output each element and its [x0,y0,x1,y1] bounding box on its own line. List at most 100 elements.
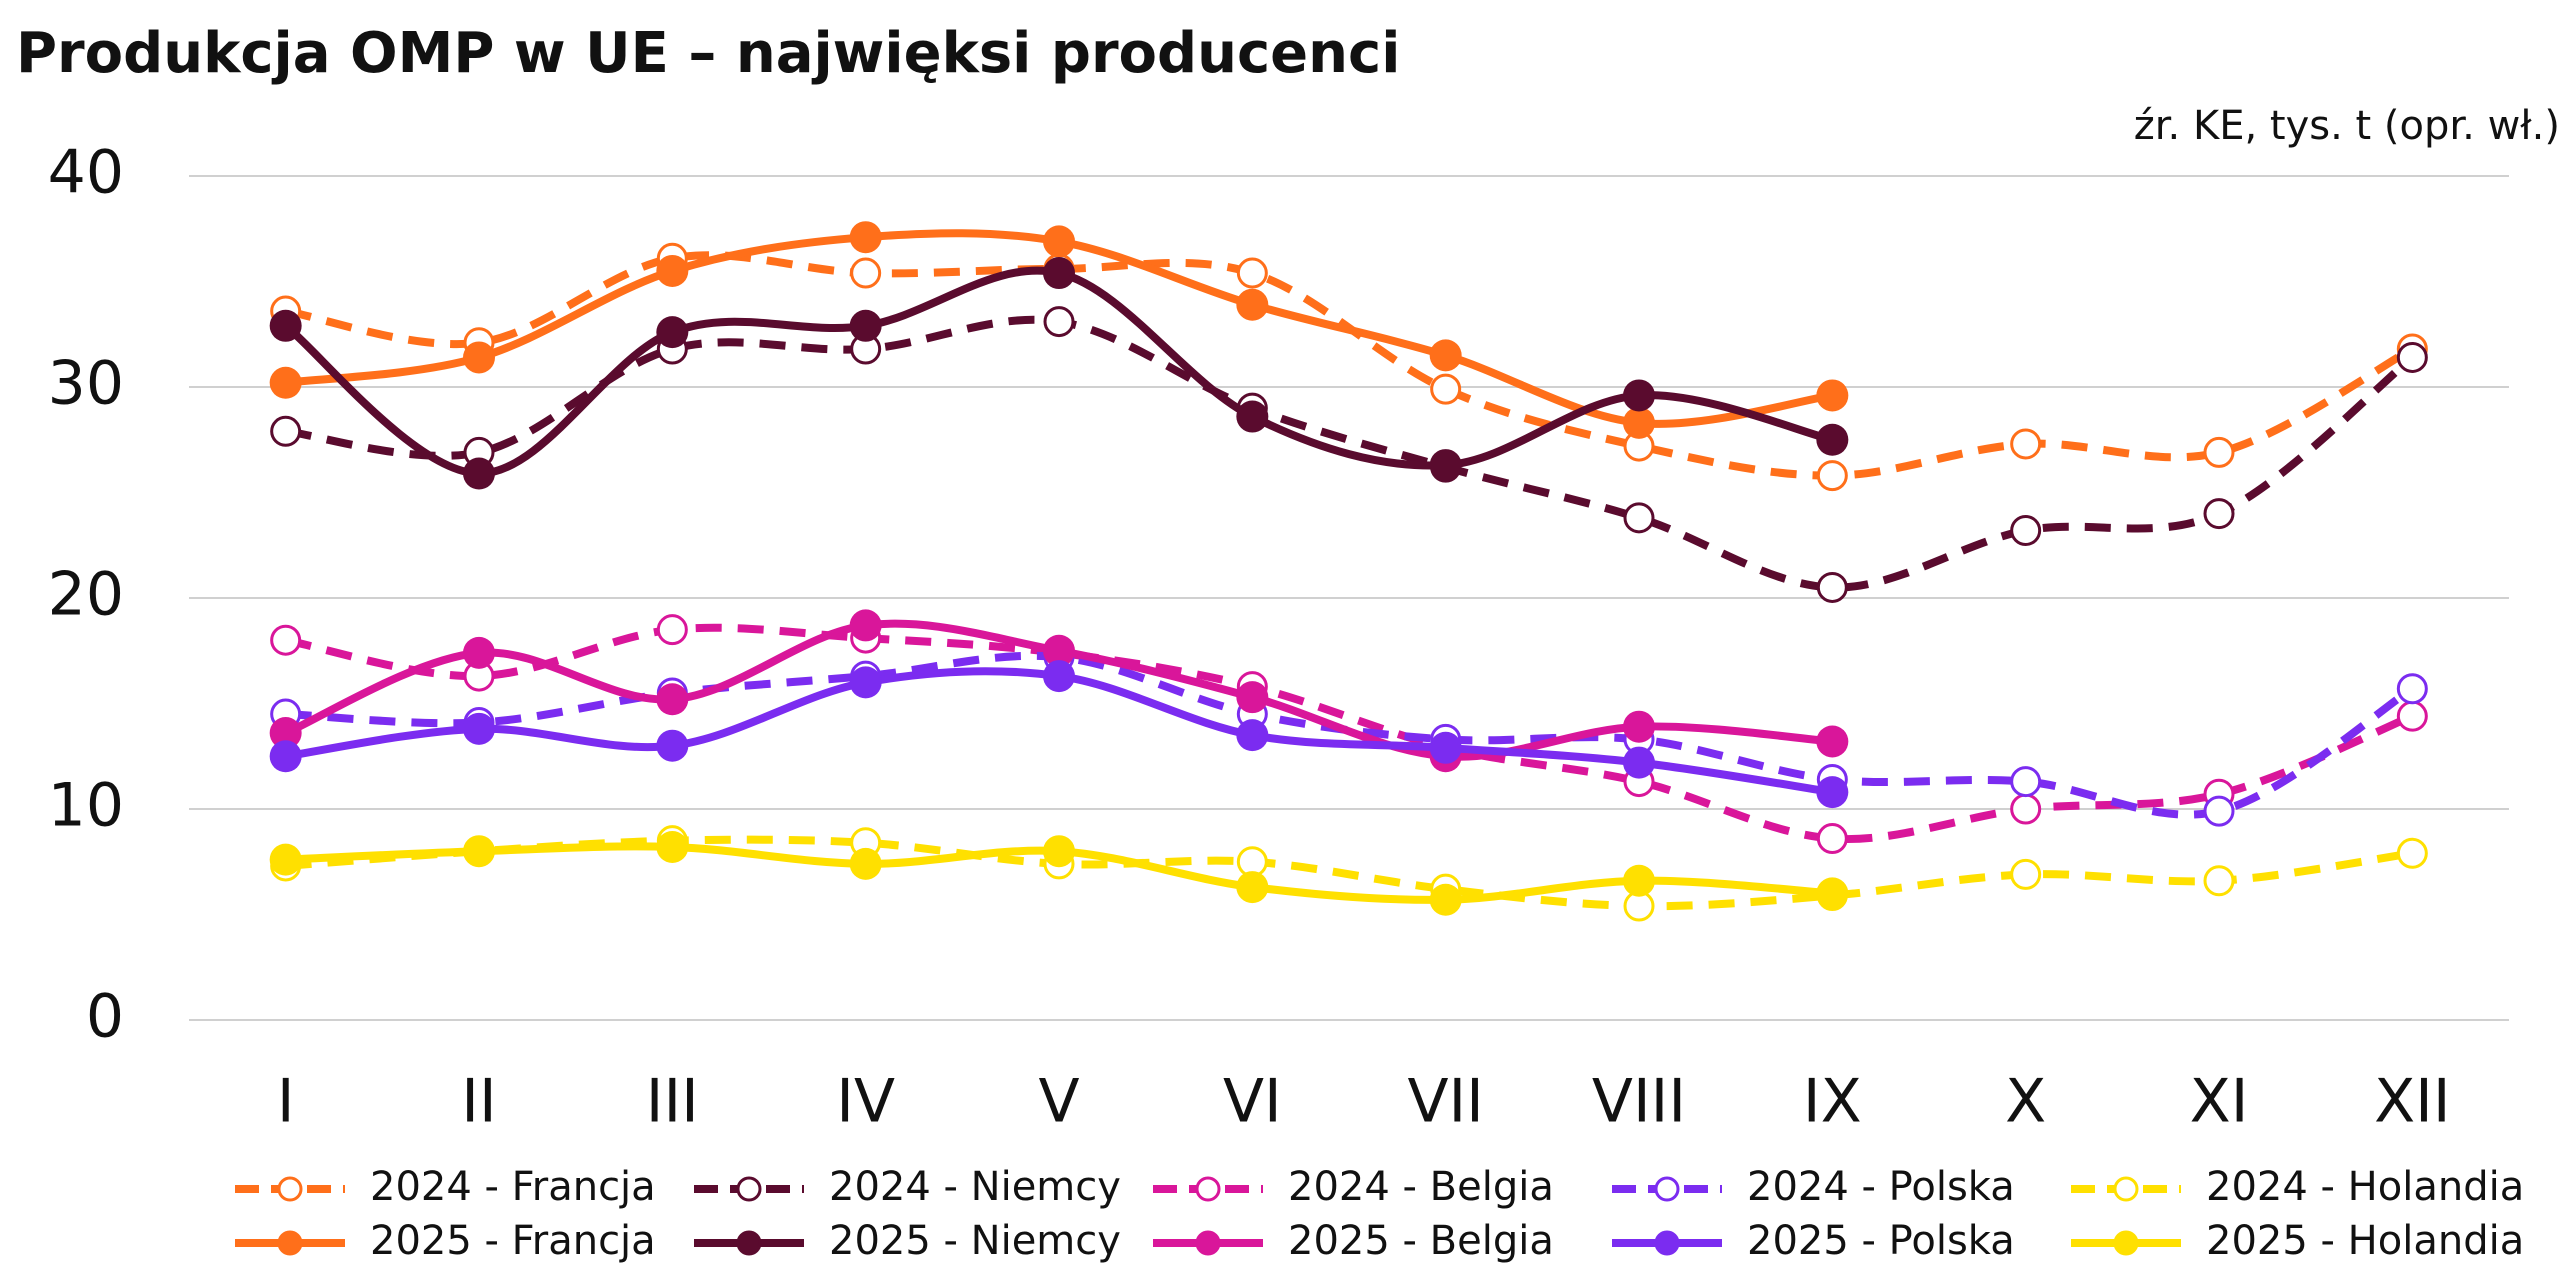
data-point [1623,406,1655,439]
data-point [1043,257,1075,290]
x-tick-label: VII [1407,1067,1483,1137]
chart-subtitle: źr. KE, tys. t (opr. wł.) [2134,103,2560,149]
legend-marker [277,1176,303,1202]
legend-label: 2024 - Belgia [1288,1164,1554,1210]
data-point [656,254,689,287]
series-line [285,835,2413,911]
series-line [284,251,2415,480]
series-line [283,266,1834,478]
legend-marker [1195,1230,1221,1256]
data-point [1816,379,1849,412]
data-point [2396,837,2428,869]
data-point [463,835,495,868]
y-tick-label: 30 [48,349,124,419]
data-point [2396,341,2428,373]
x-tick-label: II [461,1067,496,1137]
data-point [1043,225,1075,258]
data-point [1623,746,1655,779]
data-point [1816,725,1849,758]
data-point [463,341,495,374]
legend-marker [1654,1176,1680,1202]
data-point [270,415,302,447]
y-tick-label: 0 [86,982,124,1052]
x-tick-label: I [277,1067,295,1137]
y-tick-label: 20 [48,560,124,630]
data-point [2203,795,2235,827]
data-point [269,843,302,876]
x-tick-label: IX [1803,1067,1862,1137]
data-point [850,257,882,289]
data-point [269,366,302,399]
data-point [269,740,302,773]
data-point [1236,871,1269,904]
data-point [849,309,882,342]
legend-label: 2024 - Polska [1747,1164,2015,1210]
data-point [269,717,302,750]
data-point [1816,877,1849,910]
data-point [1429,449,1462,482]
x-tick-label: XII [2374,1067,2451,1137]
data-point [1236,719,1269,752]
data-point [1623,710,1655,743]
data-point [1816,776,1849,809]
data-point [1236,257,1268,289]
x-tick-label: VIII [1592,1067,1686,1137]
series-line [284,623,2414,844]
data-point [1623,379,1655,412]
legend-marker [2113,1230,2139,1256]
legend-label: 2024 - Niemcy [829,1164,1121,1210]
data-point [849,221,882,254]
legend-label: 2025 - Francja [370,1218,656,1264]
data-point [1430,373,1462,405]
data-point [269,309,302,342]
legend-marker [277,1230,303,1256]
data-point [2010,766,2042,798]
data-point [2010,428,2042,460]
series-line [285,315,2415,592]
data-point [463,457,495,490]
x-tick-label: V [1038,1067,1079,1137]
data-point [1429,339,1462,372]
data-point [2010,858,2042,890]
data-point [2010,793,2042,825]
data-point [1043,634,1075,667]
legend-label: 2025 - Niemcy [829,1218,1121,1264]
data-point [656,683,689,716]
data-point [270,624,302,656]
data-point [1236,288,1269,321]
x-tick-label: IV [836,1067,895,1137]
x-tick-label: III [646,1067,699,1137]
legend-label: 2025 - Polska [1747,1218,2015,1264]
legend-label: 2025 - Holandia [2206,1218,2524,1264]
legend-label: 2024 - Holandia [2206,1164,2524,1210]
data-point [849,847,882,880]
data-point [1429,883,1462,916]
data-point [1623,864,1655,897]
data-point [1816,823,1848,855]
legend-marker [1195,1176,1221,1202]
data-point [2010,514,2042,546]
chart-title: Produkcja OMP w UE – najwięksi producenc… [16,21,1400,86]
legend-marker [2113,1176,2139,1202]
legend-marker [1654,1230,1680,1256]
data-point [656,830,689,863]
data-point [849,609,882,642]
legend-marker [736,1230,762,1256]
x-tick-label: VI [1223,1067,1282,1137]
y-tick-label: 40 [48,138,124,208]
data-point [2396,673,2428,705]
y-tick-label: 10 [48,771,124,841]
data-point [2396,700,2428,732]
data-point [1623,502,1655,534]
data-point [1043,835,1075,868]
data-point [1236,400,1269,433]
data-point [463,712,495,745]
x-tick-label: XI [2190,1067,2249,1137]
data-point [2203,498,2235,530]
legend-label: 2024 - Francja [370,1164,656,1210]
data-point [2203,436,2235,468]
legend-marker [736,1176,762,1202]
data-point [1043,306,1075,338]
data-point [656,729,689,762]
